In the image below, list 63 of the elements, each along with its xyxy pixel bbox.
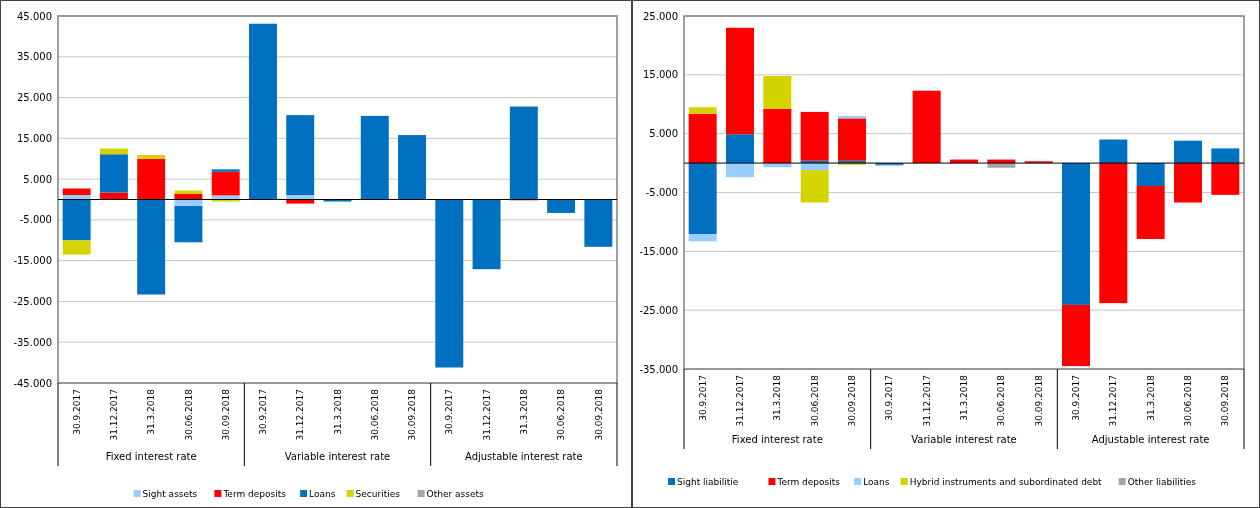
x-tick-label: 31.3.2018 (959, 374, 970, 421)
y-tick-label: -35.000 (639, 363, 678, 375)
y-tick-label: 15.000 (17, 132, 52, 144)
y-tick-label: -5.000 (19, 214, 52, 226)
x-tick-label: 31.12.2017 (735, 375, 746, 427)
x-tick-label: 30.09.2018 (1033, 374, 1044, 427)
text: Variable interest rate (284, 451, 391, 462)
x-tick-label: 30.06.2018 (996, 374, 1007, 427)
x-tick-label: 30.9.2017 (697, 375, 708, 421)
y-tick-label: -45.000 (13, 377, 52, 389)
y-tick-label: -15.000 (13, 255, 52, 267)
x-tick-label: 31.3.2018 (772, 374, 783, 421)
x-tick-label: 30.09.2018 (220, 388, 231, 441)
y-tick-label: 35.000 (17, 51, 52, 63)
x-tick-label: 31.3.2018 (518, 388, 529, 435)
legend-label: Other liabilities (1127, 477, 1197, 488)
x-tick-label: 31.12.2017 (1108, 375, 1119, 427)
text: Adjustable interest rate (464, 451, 583, 462)
legend-label: Other assets (426, 489, 484, 500)
text: Fixed interest rate (105, 451, 197, 462)
x-tick-label: 30.06.2018 (369, 388, 380, 441)
legend-label: Term deposits (222, 489, 287, 500)
y-tick-label: -5.000 (645, 187, 678, 198)
text: Adjustable interest rate (1091, 434, 1210, 445)
x-tick-label: 30.9.2017 (258, 389, 269, 435)
x-tick-label: 30.06.2018 (1183, 374, 1194, 427)
text: Variable interest rate (911, 434, 1017, 445)
x-tick-label: 30.09.2018 (847, 374, 858, 427)
legend-label: Hybrid instruments and subordinated debt (909, 477, 1103, 488)
y-tick-label: 25.000 (643, 10, 678, 22)
y-tick-label: -25.000 (639, 304, 678, 316)
y-tick-label: -35.000 (13, 336, 52, 348)
x-tick-label: 30.09.2018 (1220, 374, 1231, 427)
x-tick-label: 30.06.2018 (556, 388, 567, 441)
x-tick-label: 31.12.2017 (109, 389, 120, 441)
x-tick-label: 31.3.2018 (146, 388, 157, 435)
x-tick-label: 30.09.2018 (593, 388, 604, 441)
x-tick-label: 31.12.2017 (481, 389, 492, 441)
x-tick-label: 30.9.2017 (1071, 375, 1082, 421)
legend-label: Loans (863, 477, 890, 488)
x-tick-label: 31.3.2018 (1145, 374, 1156, 421)
y-tick-label: 5.000 (649, 128, 678, 140)
legend-label: Term deposits (776, 477, 841, 488)
x-tick-label: 30.06.2018 (183, 388, 194, 441)
y-tick-label: 5.000 (23, 173, 52, 185)
y-tick-label: 45.000 (17, 10, 52, 22)
legend-label: Securities (355, 489, 401, 500)
legend-label: Sight liabilitie (677, 477, 739, 488)
y-tick-label: 25.000 (17, 92, 52, 104)
x-tick-label: 31.3.2018 (332, 388, 343, 435)
x-tick-label: 30.9.2017 (444, 389, 455, 435)
legend-label: Sight assets (142, 489, 198, 500)
x-tick-label: 30.9.2017 (884, 375, 895, 421)
x-tick-label: 30.09.2018 (407, 388, 418, 441)
y-tick-label: 15.000 (643, 69, 678, 81)
x-tick-label: 31.12.2017 (921, 375, 932, 427)
x-tick-label: 31.12.2017 (295, 389, 306, 441)
legend-label: Loans (309, 489, 336, 500)
x-tick-label: 30.06.2018 (809, 374, 820, 427)
x-tick-label: 30.9.2017 (71, 389, 82, 435)
y-tick-label: -15.000 (639, 245, 678, 257)
y-tick-label: -25.000 (13, 295, 52, 307)
text: Fixed interest rate (731, 434, 823, 445)
